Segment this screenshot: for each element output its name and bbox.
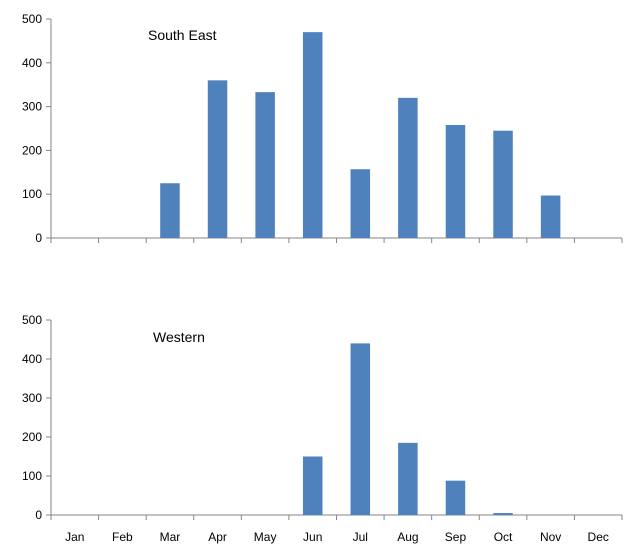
x-tick-label: Sep xyxy=(445,530,467,544)
x-tick-label: Nov xyxy=(540,530,561,544)
x-tick-label: Dec xyxy=(588,530,609,544)
panel-title: South East xyxy=(148,27,217,43)
y-tick-label: 100 xyxy=(22,187,42,201)
x-tick-label: Jun xyxy=(303,530,322,544)
y-tick-label: 100 xyxy=(22,469,42,483)
panel-title: Western xyxy=(153,329,205,345)
x-tick-label: Oct xyxy=(494,530,513,544)
y-tick-label: 0 xyxy=(35,508,42,522)
x-tick-label: Aug xyxy=(397,530,418,544)
y-tick-label: 300 xyxy=(22,391,42,405)
y-tick-label: 200 xyxy=(22,143,42,157)
x-tick-label: Mar xyxy=(160,530,181,544)
y-tick-label: 300 xyxy=(22,100,42,114)
y-tick-label: 200 xyxy=(22,430,42,444)
bar-oct xyxy=(493,130,513,238)
x-tick-label: Jul xyxy=(353,530,368,544)
y-tick-label: 400 xyxy=(22,352,42,366)
x-tick-label: Apr xyxy=(208,530,227,544)
bar-mar xyxy=(160,183,180,238)
bar-jun xyxy=(302,456,323,515)
bar-aug xyxy=(398,442,418,515)
bar-may xyxy=(255,92,275,238)
chart-south-east: 0 100 200 300 400 500 South East xyxy=(22,12,623,245)
x-tick-label: Feb xyxy=(112,530,133,544)
bar-apr xyxy=(207,80,228,238)
bar-aug xyxy=(398,97,418,238)
bar-nov xyxy=(540,195,561,238)
bar-oct xyxy=(493,513,513,515)
y-tick-label: 500 xyxy=(22,12,42,26)
bar-sep xyxy=(445,480,466,515)
x-tick-label: Jan xyxy=(65,530,84,544)
bar-jul xyxy=(350,343,371,515)
x-tick-label: May xyxy=(254,530,277,544)
bar-sep xyxy=(445,124,466,238)
y-tick-label: 500 xyxy=(22,313,42,327)
y-tick-label: 400 xyxy=(22,56,42,70)
y-tick-label: 0 xyxy=(35,231,42,245)
chart-western: 0 100 200 300 400 500 Jan Feb Mar Apr May Jun Jul Aug… xyxy=(22,313,623,544)
bar-jul xyxy=(350,169,371,238)
bar-jun xyxy=(302,32,323,238)
